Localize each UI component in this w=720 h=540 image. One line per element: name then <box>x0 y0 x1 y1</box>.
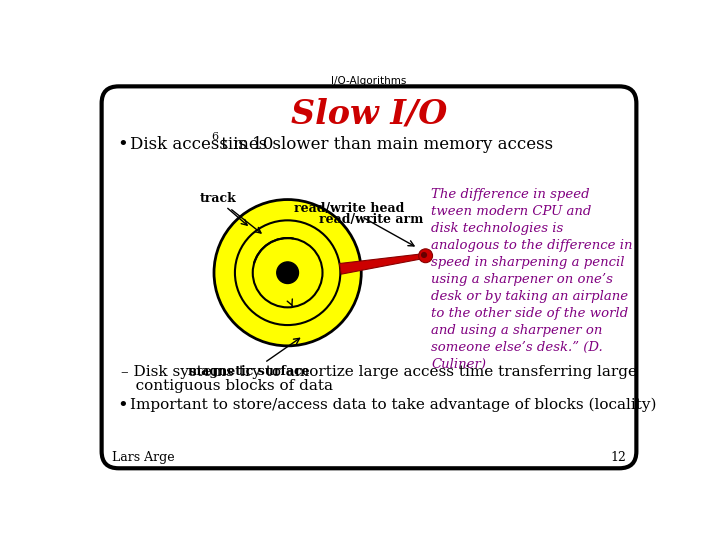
Text: •: • <box>117 136 128 154</box>
Circle shape <box>418 249 433 262</box>
Text: I/O-Algorithms: I/O-Algorithms <box>331 76 407 85</box>
Text: – Disk systems try to amortize large access time transferring large: – Disk systems try to amortize large acc… <box>121 365 637 379</box>
Circle shape <box>421 252 427 258</box>
Text: read/write arm: read/write arm <box>319 213 423 226</box>
Text: Lars Arge: Lars Arge <box>112 451 174 464</box>
Text: 12: 12 <box>611 451 626 464</box>
Polygon shape <box>340 253 426 274</box>
Text: contiguous blocks of data: contiguous blocks of data <box>121 379 333 393</box>
Text: The difference in speed
tween modern CPU and
disk technologies is
analogous to t: The difference in speed tween modern CPU… <box>431 188 632 371</box>
Text: Important to store/access data to take advantage of blocks (locality): Important to store/access data to take a… <box>130 397 657 412</box>
Text: Slow I/O: Slow I/O <box>291 97 447 130</box>
Text: read/write head: read/write head <box>294 202 405 215</box>
FancyBboxPatch shape <box>102 86 636 468</box>
Text: 6: 6 <box>212 132 219 142</box>
Text: •: • <box>117 397 128 415</box>
Text: times slower than main memory access: times slower than main memory access <box>216 136 554 153</box>
Text: Disk access is 10: Disk access is 10 <box>130 136 274 153</box>
Circle shape <box>214 200 361 346</box>
Circle shape <box>276 262 299 284</box>
Text: track: track <box>199 192 236 205</box>
Text: magnetic surface: magnetic surface <box>188 365 310 378</box>
